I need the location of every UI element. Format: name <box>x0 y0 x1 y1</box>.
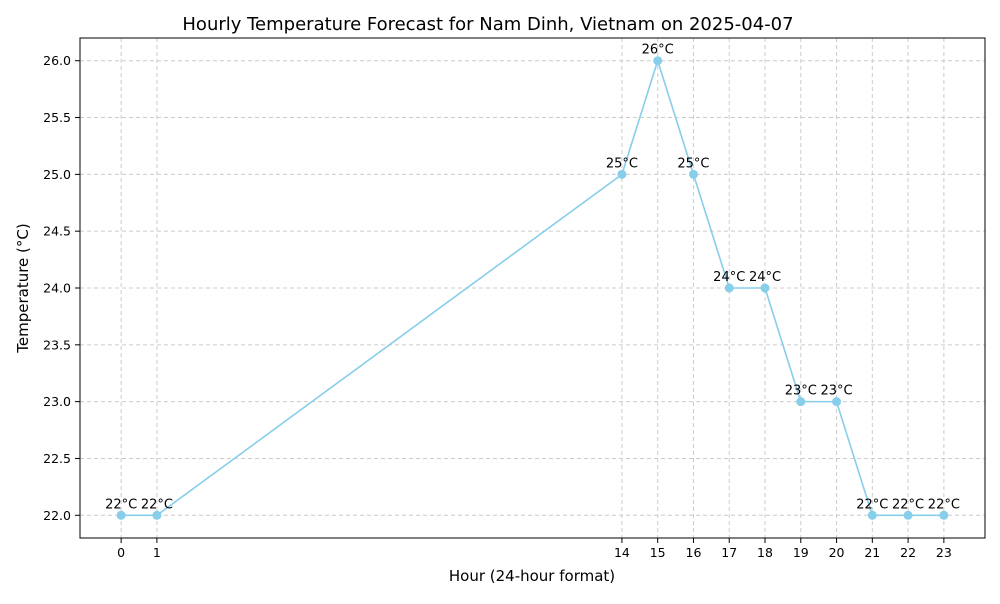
data-label: 25°C <box>606 156 638 171</box>
x-tick-label: 14 <box>614 545 630 560</box>
x-tick-label: 15 <box>650 545 666 560</box>
temperature-series-line <box>121 58 944 517</box>
x-tick-label: 22 <box>900 545 916 560</box>
x-tick-label: 20 <box>829 545 845 560</box>
data-label: 24°C <box>713 270 745 285</box>
data-label: 22°C <box>892 497 924 512</box>
x-tick-label: 23 <box>936 545 952 560</box>
y-tick-label: 22.5 <box>43 451 71 466</box>
ticks-layer: 0 1 14 15 16 17 18 19 20 21 22 23 22.0 22.5 23.0 23.5 24… <box>43 53 952 560</box>
y-tick-label: 22.0 <box>43 508 71 523</box>
y-tick-label: 23.0 <box>43 394 71 409</box>
x-tick-label: 1 <box>153 545 161 560</box>
y-tick-label: 24.5 <box>43 224 71 239</box>
x-tick-label: 16 <box>686 545 702 560</box>
grid-layer <box>80 38 985 538</box>
temperature-point <box>832 397 842 407</box>
data-label: 23°C <box>785 384 817 399</box>
temperature-point <box>617 169 627 179</box>
x-axis-label: Hour (24-hour format) <box>449 567 615 585</box>
data-label: 23°C <box>820 384 852 399</box>
temperature-point <box>796 397 806 407</box>
chart-title: Hourly Temperature Forecast for Nam Dinh… <box>182 14 793 35</box>
y-tick-label: 26.0 <box>43 53 71 68</box>
y-tick-label: 25.0 <box>43 167 71 182</box>
data-label: 25°C <box>677 156 709 171</box>
x-tick-label: 18 <box>757 545 773 560</box>
x-tick-label: 21 <box>864 545 880 560</box>
data-label: 24°C <box>749 270 781 285</box>
data-label: 22°C <box>856 497 888 512</box>
temperature-point <box>724 283 734 293</box>
data-label: 26°C <box>642 43 674 58</box>
data-label: 22°C <box>928 497 960 512</box>
temperature-point <box>152 510 162 520</box>
data-label: 22°C <box>105 497 137 512</box>
x-tick-label: 17 <box>721 545 737 560</box>
temperature-point <box>760 283 770 293</box>
x-tick-label: 0 <box>117 545 125 560</box>
temperature-point <box>116 510 126 520</box>
y-tick-label: 25.5 <box>43 110 71 125</box>
x-tick-label: 19 <box>793 545 809 560</box>
temperature-point <box>688 169 698 179</box>
series-layer <box>116 56 949 520</box>
temperature-point <box>939 510 949 520</box>
y-axis-label: Temperature (°C) <box>14 223 32 353</box>
data-label: 22°C <box>141 497 173 512</box>
y-tick-label: 24.0 <box>43 281 71 296</box>
data-labels-layer: 22°C 22°C 25°C 26°C 25°C 24°C 24°C 23°C 23°C 22°C… <box>105 43 960 513</box>
y-tick-label: 23.5 <box>43 337 71 352</box>
temperature-point <box>653 56 663 66</box>
temperature-point <box>903 510 913 520</box>
temperature-point <box>867 510 877 520</box>
